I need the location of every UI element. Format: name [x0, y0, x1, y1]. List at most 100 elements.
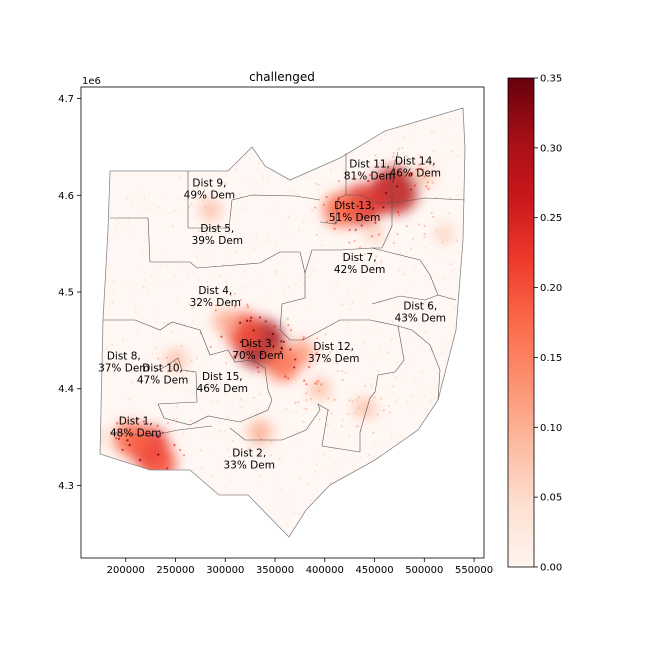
district-label: Dist 12, 37% Dem — [308, 341, 359, 365]
precinct-dot — [212, 530, 215, 533]
colorbar-gradient — [507, 77, 535, 568]
precinct-dot — [456, 155, 459, 158]
precinct-dot — [135, 126, 138, 129]
precinct-dot — [142, 420, 145, 423]
precinct-dot — [361, 501, 364, 504]
district-boundary — [319, 153, 347, 225]
district-label: Dist 11, 81% Dem — [344, 158, 395, 182]
district-boundary — [391, 197, 466, 204]
precinct-dot — [415, 401, 418, 404]
precinct-dot — [196, 186, 199, 189]
precinct-dot — [139, 185, 142, 188]
precinct-dot — [254, 141, 257, 144]
precinct-dot — [257, 370, 260, 373]
precinct-dot — [410, 188, 413, 191]
precinct-dot — [259, 393, 262, 396]
precinct-dot — [159, 264, 162, 267]
precinct-dot — [155, 129, 158, 132]
precinct-dot — [156, 507, 159, 510]
precinct-dot — [366, 279, 369, 282]
precinct-dot — [338, 317, 341, 320]
precinct-dot — [166, 467, 169, 470]
precinct-dot — [143, 197, 146, 200]
hotspot — [266, 347, 300, 382]
precinct-dot — [430, 434, 433, 437]
precinct-dot — [330, 412, 333, 415]
precinct-dot — [157, 453, 160, 456]
precinct-dot — [197, 278, 200, 281]
precinct-dot — [448, 117, 452, 120]
precinct-dot — [448, 483, 451, 486]
precinct-dot — [456, 412, 459, 416]
x-tick-label: 400000 — [306, 565, 344, 576]
precinct-dot — [171, 119, 174, 122]
district-boundary — [397, 325, 441, 401]
precinct-dot — [279, 488, 282, 491]
precinct-dot — [391, 391, 394, 394]
precinct-dot — [230, 294, 233, 297]
precinct-dot — [102, 528, 105, 531]
district-name: Dist 5, — [200, 223, 234, 235]
precinct-dot — [155, 320, 158, 324]
precinct-dot — [443, 523, 446, 527]
precinct-dot — [116, 480, 119, 483]
precinct-dot — [258, 316, 261, 319]
precinct-dot — [264, 320, 267, 323]
precinct-dot — [305, 392, 308, 395]
precinct-dot — [274, 478, 277, 481]
district-boundary — [346, 151, 399, 204]
precinct-dot — [284, 375, 287, 378]
precinct-dot — [209, 298, 212, 301]
district-name: Dist 3, — [241, 338, 275, 350]
precinct-dot — [431, 474, 434, 477]
precinct-dot — [444, 407, 447, 410]
precinct-dot — [114, 459, 117, 462]
precinct-dot — [111, 491, 114, 494]
precinct-dot — [268, 240, 271, 243]
precinct-dot — [197, 386, 200, 389]
precinct-dot — [367, 464, 370, 467]
precinct-dot — [452, 488, 455, 491]
precinct-dot — [301, 141, 305, 145]
precinct-dot — [373, 359, 376, 362]
precinct-dot — [187, 276, 190, 279]
precinct-dot — [379, 510, 382, 513]
precinct-dot — [138, 266, 141, 269]
precinct-dot — [411, 412, 415, 415]
precinct-dot — [449, 263, 453, 266]
precinct-dot — [246, 306, 250, 309]
precinct-dot — [115, 218, 118, 222]
district-boundary — [187, 171, 321, 229]
precinct-dot — [173, 130, 177, 133]
precinct-dot — [447, 435, 450, 438]
district-label: Dist 2, 33% Dem — [223, 447, 274, 471]
x-tick-label: 200000 — [107, 565, 145, 576]
precinct-dot — [133, 533, 136, 536]
precinct-dot — [302, 221, 305, 224]
district-name: Dist 13, — [334, 200, 375, 212]
precinct-dot — [113, 494, 116, 497]
precinct-dot — [233, 305, 237, 308]
precinct-dot — [165, 507, 168, 510]
precinct-dot — [398, 147, 401, 150]
district-dem-share: 48% Dem — [110, 428, 161, 440]
precinct-dot — [123, 468, 126, 471]
precinct-dot — [199, 243, 203, 246]
precinct-dot — [298, 477, 301, 480]
precinct-dot — [224, 519, 227, 522]
plot-frame — [80, 86, 485, 559]
precinct-dot — [432, 149, 435, 152]
precinct-dot — [123, 117, 126, 120]
precinct-dot — [355, 438, 358, 441]
district-boundary — [229, 403, 361, 453]
x-tick-label: 300000 — [206, 565, 244, 576]
precinct-dot — [364, 451, 367, 454]
precinct-dot — [392, 151, 395, 155]
precinct-dot — [334, 346, 338, 349]
precinct-dot — [162, 248, 165, 252]
precinct-dot — [322, 453, 325, 456]
precinct-dot — [397, 211, 400, 214]
precinct-dot — [187, 303, 190, 306]
precinct-dot — [353, 506, 356, 509]
precinct-dot — [154, 115, 157, 118]
